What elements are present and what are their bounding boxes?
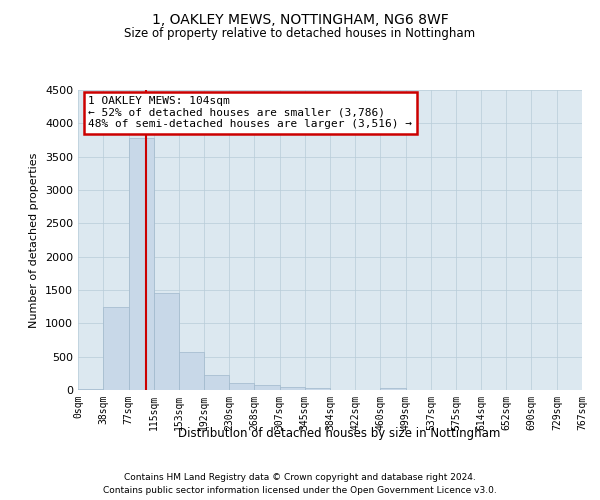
Bar [154, 294, 179, 390]
Bar [254, 384, 280, 390]
Y-axis label: Number of detached properties: Number of detached properties [29, 152, 40, 328]
Text: Contains HM Land Registry data © Crown copyright and database right 2024.: Contains HM Land Registry data © Crown c… [124, 472, 476, 482]
Bar [78, 388, 103, 390]
Text: 1, OAKLEY MEWS, NOTTINGHAM, NG6 8WF: 1, OAKLEY MEWS, NOTTINGHAM, NG6 8WF [152, 12, 448, 26]
Bar [103, 306, 128, 390]
Bar [380, 388, 406, 390]
Text: Contains public sector information licensed under the Open Government Licence v3: Contains public sector information licen… [103, 486, 497, 495]
Text: Distribution of detached houses by size in Nottingham: Distribution of detached houses by size … [178, 428, 500, 440]
Bar [229, 382, 254, 390]
Text: 1 OAKLEY MEWS: 104sqm
← 52% of detached houses are smaller (3,786)
48% of semi-d: 1 OAKLEY MEWS: 104sqm ← 52% of detached … [88, 96, 412, 129]
Bar [305, 388, 331, 390]
Bar [280, 386, 305, 390]
Bar [204, 375, 229, 390]
Bar [128, 138, 154, 390]
Text: Size of property relative to detached houses in Nottingham: Size of property relative to detached ho… [124, 28, 476, 40]
Bar [179, 352, 204, 390]
